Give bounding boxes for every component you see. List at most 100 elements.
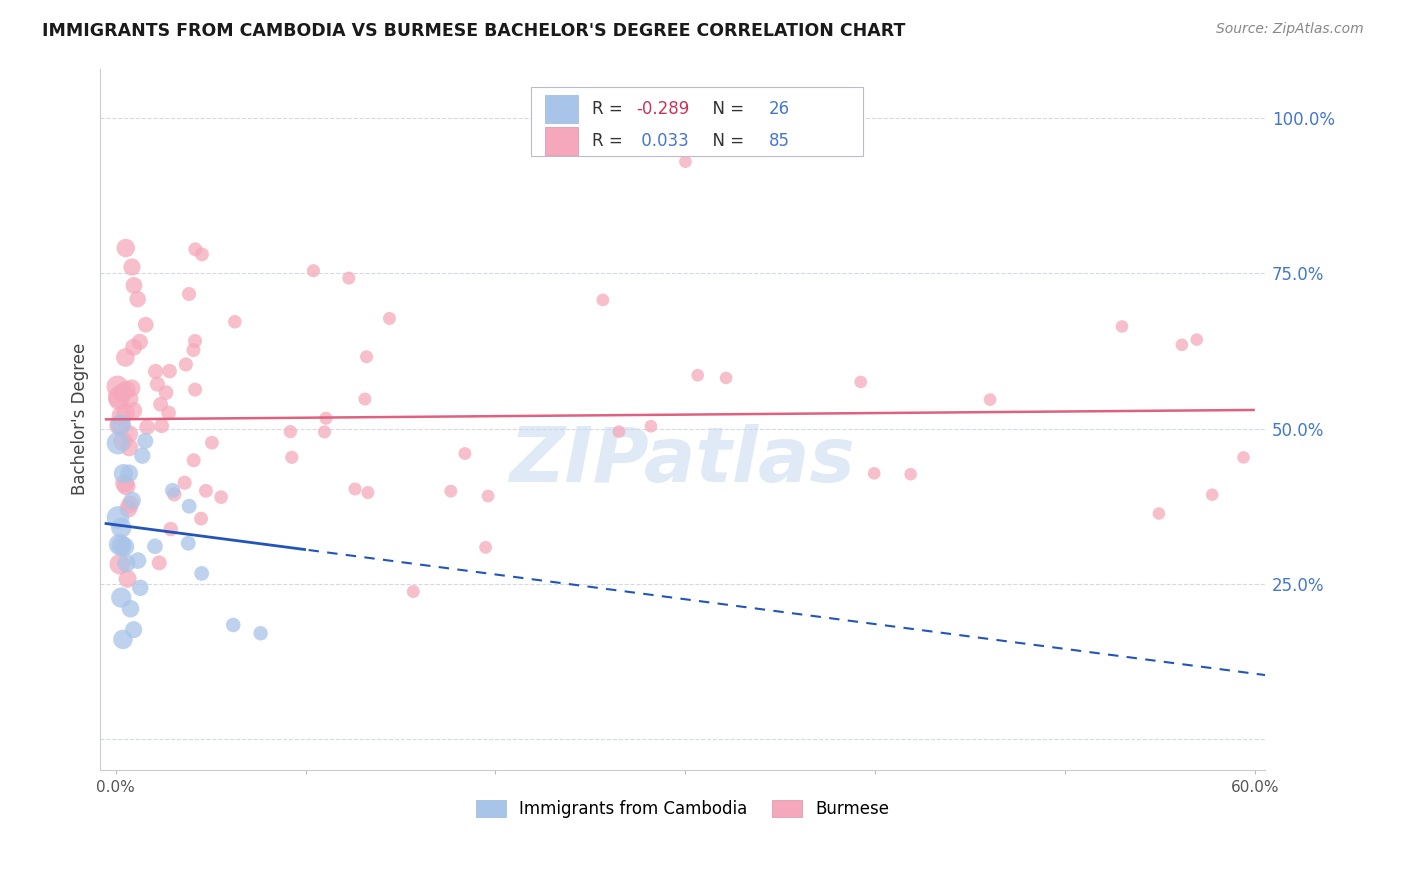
- Point: [108, 557, 131, 571]
- Point: [174, 358, 197, 372]
- Point: [148, 556, 170, 570]
- Legend: Immigrants from Cambodia, Burmese: Immigrants from Cambodia, Burmese: [470, 793, 896, 825]
- Point: [120, 601, 142, 615]
- Point: [163, 487, 186, 501]
- Point: [121, 381, 143, 395]
- Point: [222, 618, 245, 632]
- Point: [108, 537, 131, 551]
- Point: [183, 343, 205, 357]
- Point: [1201, 488, 1223, 502]
- Point: [714, 371, 737, 385]
- Text: IMMIGRANTS FROM CAMBODIA VS BURMESE BACHELOR'S DEGREE CORRELATION CHART: IMMIGRANTS FROM CAMBODIA VS BURMESE BACH…: [42, 22, 905, 40]
- Point: [209, 490, 232, 504]
- Point: [1185, 333, 1208, 347]
- Point: [111, 632, 134, 647]
- Point: [135, 318, 157, 332]
- Point: [179, 499, 201, 513]
- Point: [592, 293, 614, 307]
- Text: 26: 26: [769, 101, 790, 119]
- Point: [454, 446, 477, 460]
- Text: Source: ZipAtlas.com: Source: ZipAtlas.com: [1216, 22, 1364, 37]
- Point: [354, 392, 377, 406]
- Bar: [546, 127, 578, 155]
- Point: [118, 392, 141, 406]
- Point: [121, 260, 143, 274]
- Point: [108, 392, 131, 407]
- Point: [112, 467, 135, 481]
- Text: -0.289: -0.289: [636, 101, 689, 119]
- Point: [118, 441, 141, 455]
- Point: [177, 536, 200, 550]
- Point: [111, 385, 134, 400]
- Point: [122, 278, 145, 293]
- Point: [117, 572, 139, 586]
- Point: [120, 497, 142, 511]
- Point: [315, 411, 337, 425]
- Point: [110, 409, 132, 423]
- Point: [114, 540, 136, 554]
- Text: 85: 85: [769, 132, 790, 150]
- Point: [122, 623, 145, 637]
- Point: [607, 425, 630, 439]
- Point: [157, 406, 180, 420]
- Text: R =: R =: [592, 132, 627, 150]
- Point: [183, 453, 205, 467]
- Point: [194, 483, 217, 498]
- Point: [900, 467, 922, 482]
- Point: [849, 375, 872, 389]
- Point: [190, 511, 212, 525]
- Point: [122, 340, 145, 354]
- Point: [114, 476, 136, 491]
- Point: [117, 501, 139, 516]
- Point: [201, 435, 224, 450]
- Point: [108, 418, 131, 433]
- Text: R =: R =: [592, 101, 627, 119]
- Point: [343, 482, 366, 496]
- Point: [337, 271, 360, 285]
- Point: [155, 385, 177, 400]
- Point: [134, 434, 156, 448]
- Point: [686, 368, 709, 383]
- Point: [115, 479, 138, 493]
- Point: [114, 241, 136, 255]
- Point: [640, 419, 662, 434]
- Point: [314, 425, 336, 439]
- Point: [118, 427, 141, 442]
- Point: [162, 483, 184, 498]
- Point: [173, 475, 195, 490]
- Point: [114, 406, 136, 420]
- Point: [159, 364, 181, 378]
- Point: [146, 377, 169, 392]
- FancyBboxPatch shape: [531, 87, 863, 156]
- Bar: [546, 95, 578, 123]
- Point: [127, 292, 149, 306]
- Point: [122, 403, 145, 417]
- Point: [107, 390, 129, 404]
- Point: [110, 417, 132, 432]
- Point: [107, 436, 129, 450]
- Point: [110, 521, 132, 535]
- Point: [143, 539, 166, 553]
- Point: [224, 315, 246, 329]
- Point: [107, 510, 129, 524]
- Point: [863, 467, 886, 481]
- Point: [110, 539, 132, 553]
- Point: [150, 418, 173, 433]
- Point: [1171, 338, 1194, 352]
- Point: [979, 392, 1001, 407]
- Point: [280, 425, 302, 439]
- Point: [402, 584, 425, 599]
- Point: [115, 556, 138, 570]
- Point: [149, 397, 172, 411]
- Point: [249, 626, 271, 640]
- Text: N =: N =: [703, 132, 749, 150]
- Point: [675, 154, 697, 169]
- Point: [357, 485, 380, 500]
- Text: ZIPatlas: ZIPatlas: [509, 425, 856, 499]
- Point: [118, 467, 141, 481]
- Point: [1147, 507, 1170, 521]
- Point: [128, 334, 150, 349]
- Point: [281, 450, 304, 465]
- Point: [127, 553, 149, 567]
- Point: [440, 484, 463, 499]
